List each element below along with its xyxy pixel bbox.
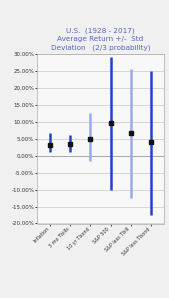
Title: U.S.  (1928 - 2017)
Average Return +/-  Std
Deviation   (2/3 probability): U.S. (1928 - 2017) Average Return +/- St…	[51, 28, 150, 51]
